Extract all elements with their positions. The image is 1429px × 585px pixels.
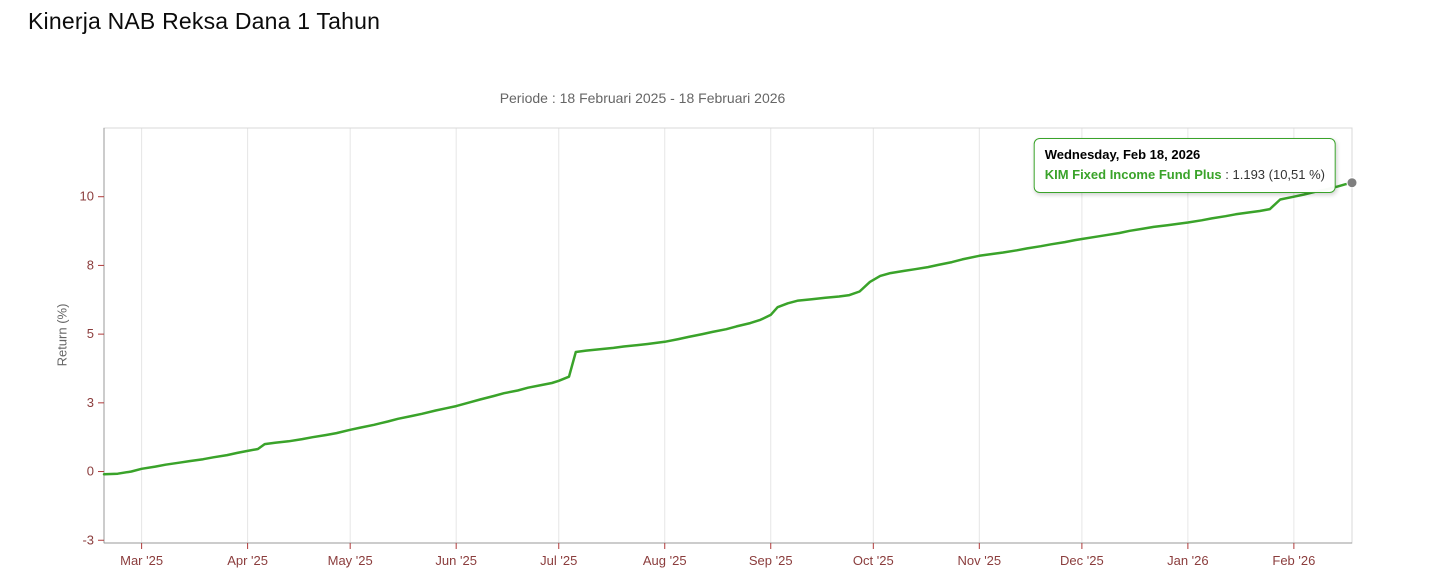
tooltip-series-name: KIM Fixed Income Fund Plus [1044,166,1222,182]
x-tick-label: Jul '25 [540,553,577,568]
tooltip-date: Wednesday, Feb 18, 2026 [1044,146,1201,162]
chart-tooltip: Wednesday, Feb 18, 2026 KIM Fixed Income… [1033,137,1336,193]
x-tick-label: Aug '25 [643,553,687,568]
x-tick-label: Mar '25 [120,553,163,568]
page-title: Kinerja NAB Reksa Dana 1 Tahun [28,8,381,34]
last-point-marker[interactable] [1346,177,1358,189]
x-tick-label: Dec '25 [1060,553,1104,568]
x-tick-label: Apr '25 [227,553,268,568]
chart-period-title: Periode : 18 Februari 2025 - 18 Februari… [499,90,786,106]
series-line[interactable] [102,181,1354,476]
tooltip-value-text: : 1.193 (10,51 %) [1221,166,1325,182]
x-tick-label: Oct '25 [853,553,894,568]
x-tick-label: Sep '25 [749,553,793,568]
y-tick-label: 8 [87,257,94,272]
x-tick-label: Feb '26 [1272,553,1315,568]
y-tick-label: 0 [87,464,94,479]
x-tick-label: Jan '26 [1167,553,1209,568]
x-tick-label: Jun '25 [435,553,477,568]
y-tick-label: 10 [80,189,94,204]
tooltip-value-line: KIM Fixed Income Fund Plus : 1.193 (10,5… [1045,165,1325,185]
y-tick-label: 5 [87,326,94,341]
y-tick-label: -3 [82,532,94,547]
x-tick-label: Nov '25 [957,553,1001,568]
x-tick-label: May '25 [328,553,373,568]
y-tick-label: 3 [87,395,94,410]
